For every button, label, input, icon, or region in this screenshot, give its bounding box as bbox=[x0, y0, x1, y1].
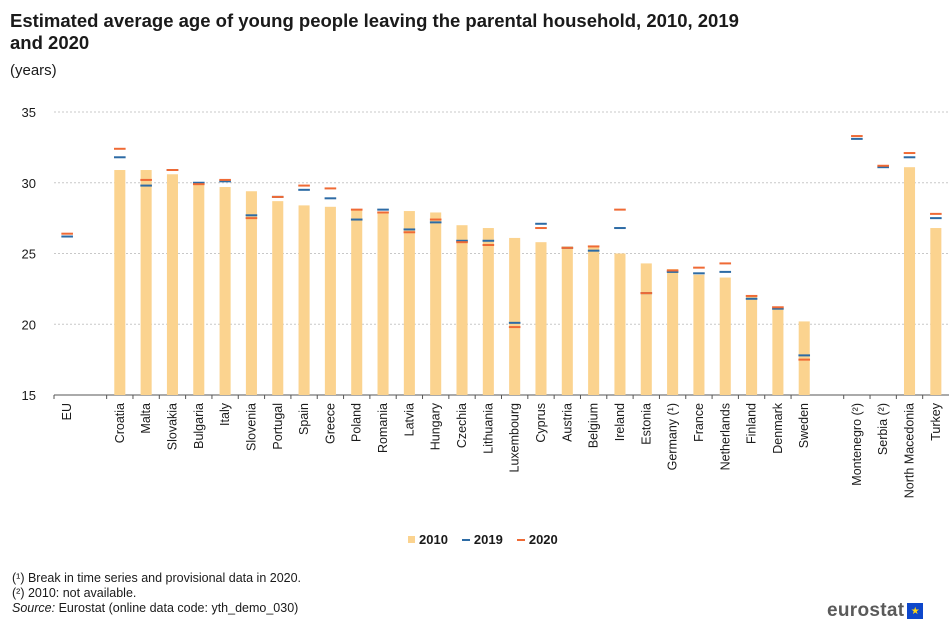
legend-label-2010: 2010 bbox=[419, 532, 448, 547]
x-tick-label: Slovenia bbox=[244, 403, 258, 451]
source-label: Source: bbox=[12, 601, 56, 615]
bar-2010 bbox=[746, 295, 758, 395]
x-tick-label: Italy bbox=[218, 402, 232, 426]
x-tick-label: EU bbox=[60, 403, 74, 420]
bar-2010 bbox=[430, 212, 442, 395]
x-tick-label: North Macedonia bbox=[903, 403, 917, 498]
bar-2010 bbox=[140, 170, 152, 395]
bar-2010 bbox=[640, 263, 652, 395]
bar-2010 bbox=[114, 170, 126, 395]
x-tick-label: Slovakia bbox=[165, 403, 179, 450]
bar-2010 bbox=[351, 209, 363, 395]
y-tick-label: 25 bbox=[22, 247, 36, 262]
y-tick-label: 30 bbox=[22, 176, 36, 191]
x-tick-label: Austria bbox=[560, 403, 574, 442]
bar-2010 bbox=[693, 274, 705, 395]
y-tick-label: 15 bbox=[22, 388, 36, 403]
x-tick-label: Serbia (²) bbox=[876, 403, 890, 455]
bar-2010 bbox=[535, 242, 547, 395]
bar-2010 bbox=[614, 253, 626, 395]
bar-2010 bbox=[272, 201, 284, 395]
bar-2010 bbox=[561, 246, 573, 395]
x-tick-label: Estonia bbox=[639, 403, 653, 445]
x-tick-label: Luxembourg bbox=[508, 403, 522, 473]
legend-item-2020: 2020 bbox=[516, 532, 558, 547]
x-tick-label: Portugal bbox=[271, 403, 285, 450]
x-tick-label: Czechia bbox=[455, 403, 469, 448]
legend-item-2010: 2010 bbox=[408, 532, 448, 547]
x-tick-label: Cyprus bbox=[534, 403, 548, 443]
source-text: Eurostat (online data code: yth_demo_030… bbox=[55, 601, 299, 615]
x-tick-label: Bulgaria bbox=[192, 403, 206, 449]
x-tick-label: Spain bbox=[297, 403, 311, 435]
bar-2010 bbox=[324, 206, 336, 395]
bar-2010 bbox=[667, 269, 679, 395]
x-tick-label: Denmark bbox=[771, 402, 785, 453]
bar-2010 bbox=[219, 186, 231, 395]
x-tick-label: Belgium bbox=[587, 403, 601, 448]
x-tick-label: Romania bbox=[376, 403, 390, 453]
x-tick-label: Lithuania bbox=[481, 403, 495, 454]
chart-subtitle: (years) bbox=[10, 62, 57, 79]
legend-swatch-2019 bbox=[461, 538, 470, 541]
chart-title: Estimated average age of young people le… bbox=[10, 10, 739, 53]
bar-2010 bbox=[298, 205, 310, 395]
bar-2010 bbox=[377, 212, 389, 395]
x-tick-label: Malta bbox=[139, 403, 153, 434]
x-tick-label: Hungary bbox=[429, 402, 443, 450]
source-line: Source: Eurostat (online data code: yth_… bbox=[12, 601, 301, 616]
bar-2010 bbox=[930, 228, 942, 395]
x-tick-label: Croatia bbox=[113, 403, 127, 443]
legend-label-2020: 2020 bbox=[528, 532, 558, 547]
x-tick-label: Poland bbox=[350, 403, 364, 442]
bar-2010 bbox=[588, 246, 600, 395]
eurostat-logo: eurostat ★ bbox=[827, 600, 924, 622]
bar-2010 bbox=[798, 321, 810, 395]
y-tick-label: 35 bbox=[22, 105, 36, 120]
footnote-break-in-series: (¹) Break in time series and provisional… bbox=[12, 571, 302, 585]
bar-2010 bbox=[719, 277, 731, 395]
x-tick-label: Greece bbox=[323, 403, 337, 444]
bar-2010 bbox=[245, 191, 257, 395]
chart-area: 15 20 25 30 35 EU Croatia Malta Slovakia Bulgaria… bbox=[22, 105, 949, 498]
x-tick-label: Finland bbox=[745, 403, 759, 444]
bar-2010 bbox=[456, 225, 468, 395]
bar-2010 bbox=[166, 174, 178, 395]
x-tick-label: Netherlands bbox=[718, 403, 732, 470]
x-tick-label: Sweden bbox=[797, 403, 811, 448]
bar-2010 bbox=[403, 211, 415, 395]
bar-2010 bbox=[772, 308, 784, 395]
x-tick-label: France bbox=[692, 403, 706, 442]
legend-item-2019: 2019 bbox=[461, 532, 503, 547]
bar-2010 bbox=[482, 228, 494, 395]
footnotes: (¹) Break in time series and provisional… bbox=[12, 571, 301, 616]
bar-2010 bbox=[903, 167, 916, 395]
x-tick-label: Germany (¹) bbox=[666, 403, 680, 470]
x-tick-label: Latvia bbox=[402, 403, 416, 436]
bar-2010 bbox=[509, 237, 521, 395]
x-tick-label: Ireland bbox=[613, 403, 627, 441]
legend-label-2019: 2019 bbox=[473, 532, 503, 547]
legend-swatch-2020 bbox=[516, 538, 525, 541]
logo-text: eurostat bbox=[827, 600, 905, 621]
legend-swatch-2010 bbox=[408, 536, 415, 543]
y-tick-label: 20 bbox=[22, 317, 36, 332]
footnote-not-available: (²) 2010: not available. bbox=[12, 586, 137, 600]
chart-legend: 2010 2019 2020 bbox=[408, 532, 558, 547]
eu-flag-icon: ★ bbox=[907, 603, 924, 619]
x-tick-label: Montenegro (²) bbox=[850, 403, 864, 486]
x-tick-label: Turkey bbox=[929, 402, 943, 440]
bar-2010 bbox=[193, 182, 205, 395]
